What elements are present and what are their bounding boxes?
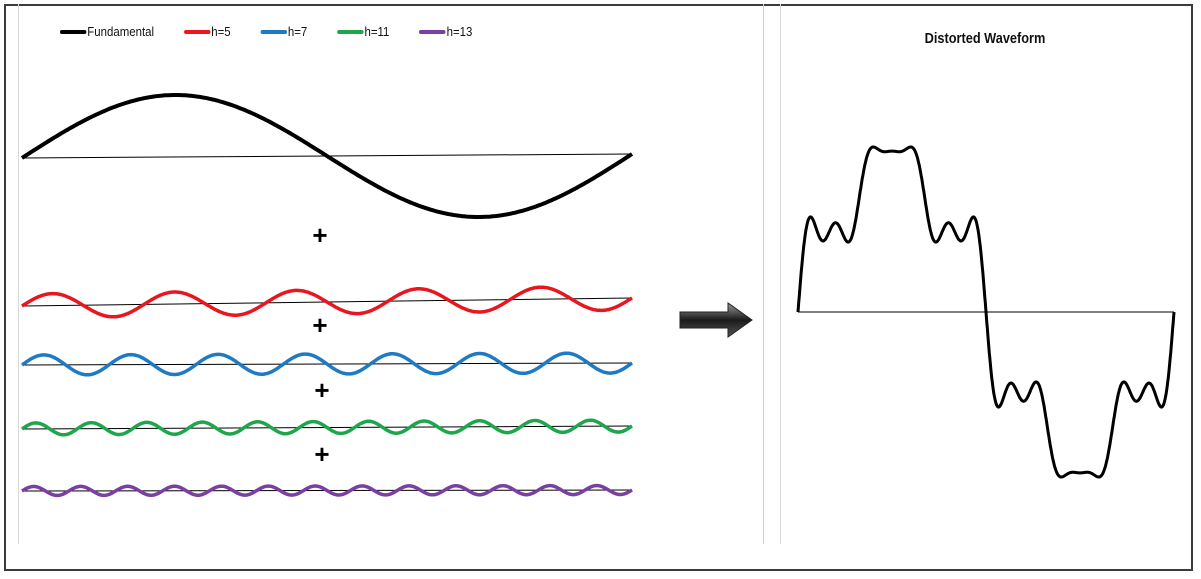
legend-label: Fundamental bbox=[87, 24, 155, 39]
h11-wave bbox=[21, 418, 633, 437]
legend-item-h13: h=13 bbox=[419, 24, 472, 39]
right-arrow-icon bbox=[679, 302, 753, 338]
legend-label: h=11 bbox=[364, 24, 390, 39]
distorted-wave bbox=[796, 145, 1176, 479]
legend-swatch bbox=[419, 29, 446, 34]
legend-item-h11: h=11 bbox=[337, 24, 389, 39]
legend-label: h=5 bbox=[211, 24, 231, 39]
harmonics-panel bbox=[18, 4, 764, 544]
legend-label: h=13 bbox=[446, 24, 473, 39]
plus-sign: + bbox=[312, 310, 327, 340]
h7-wave bbox=[20, 351, 634, 377]
distorted-waveform-panel bbox=[780, 4, 1191, 544]
h5-wave bbox=[21, 285, 633, 319]
legend-swatch bbox=[60, 29, 87, 34]
distorted-waveform-title: Distorted Waveform bbox=[924, 30, 1046, 47]
legend-swatch bbox=[260, 29, 287, 34]
plus-sign: + bbox=[314, 375, 329, 405]
legend: Fundamental h=5 h=7 h=11 h=13 bbox=[60, 24, 502, 39]
legend-swatch bbox=[337, 29, 364, 34]
legend-item-fundamental: Fundamental bbox=[60, 24, 154, 39]
plus-sign: + bbox=[314, 439, 329, 469]
legend-item-h5: h=5 bbox=[183, 24, 231, 39]
legend-item-h7: h=7 bbox=[260, 24, 308, 39]
plus-sign: + bbox=[312, 220, 327, 250]
legend-swatch bbox=[183, 29, 211, 34]
legend-label: h=7 bbox=[287, 24, 308, 39]
fundamental-wave bbox=[20, 93, 634, 219]
h13-wave bbox=[21, 483, 633, 498]
